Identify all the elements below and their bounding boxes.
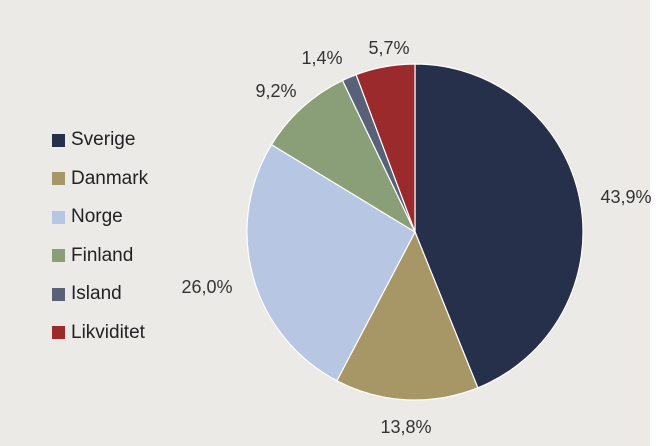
legend-swatch-norge bbox=[52, 210, 65, 224]
legend-label-finland: Finland bbox=[71, 244, 134, 266]
legend-label-norge: Norge bbox=[71, 206, 123, 228]
legend-item-norge: Norge bbox=[52, 198, 148, 237]
legend-swatch-likviditet bbox=[52, 326, 65, 340]
legend-item-likviditet: Likviditet bbox=[52, 314, 148, 353]
data-label-finland: 9,2% bbox=[255, 81, 296, 101]
legend-swatch-finland bbox=[52, 249, 65, 263]
data-label-likviditet: 5,7% bbox=[368, 38, 409, 58]
legend-item-finland: Finland bbox=[52, 237, 148, 276]
data-label-norge: 26,0% bbox=[181, 277, 232, 297]
legend-label-likviditet: Likviditet bbox=[71, 321, 145, 343]
legend-swatch-danmark bbox=[52, 172, 65, 186]
legend-label-island: Island bbox=[71, 283, 122, 305]
data-label-sverige: 43,9% bbox=[600, 187, 651, 207]
legend-item-island: Island bbox=[52, 275, 148, 314]
data-label-danmark: 13,8% bbox=[380, 417, 431, 437]
legend-item-danmark: Danmark bbox=[52, 160, 148, 199]
legend-swatch-island bbox=[52, 287, 65, 301]
pie-slice-finland bbox=[270, 79, 417, 234]
data-label-island: 1,4% bbox=[301, 48, 342, 68]
pie-slice-norge bbox=[246, 143, 416, 382]
legend-label-danmark: Danmark bbox=[71, 167, 149, 189]
legend-label-sverige: Sverige bbox=[71, 129, 136, 151]
pie-slice-sverige bbox=[414, 63, 584, 389]
pie-slices bbox=[246, 63, 584, 401]
legend-swatch-sverige bbox=[52, 133, 65, 147]
pie-slice-danmark bbox=[336, 230, 479, 401]
pie-labels: 43,9% 13,8% 26,0% 9,2%1,4% 5,7% bbox=[181, 38, 651, 437]
pie-slice-likviditet bbox=[355, 63, 416, 233]
legend-item-sverige: Sverige bbox=[52, 121, 148, 160]
legend: Sverige Danmark Norge Finland Island Lik… bbox=[52, 121, 148, 352]
